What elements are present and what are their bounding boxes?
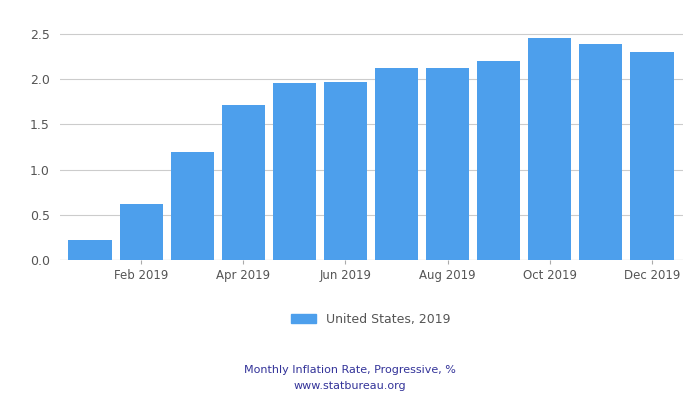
Bar <box>273 83 316 260</box>
Bar <box>579 44 622 260</box>
Legend: United States, 2019: United States, 2019 <box>286 308 456 331</box>
Bar <box>69 240 112 260</box>
Bar <box>426 68 469 260</box>
Bar <box>222 106 265 260</box>
Bar <box>477 61 520 260</box>
Bar <box>171 152 214 260</box>
Bar <box>630 52 673 260</box>
Text: Monthly Inflation Rate, Progressive, %
www.statbureau.org: Monthly Inflation Rate, Progressive, % w… <box>244 365 456 391</box>
Bar <box>324 82 368 260</box>
Bar <box>374 68 418 260</box>
Bar <box>120 204 163 260</box>
Bar <box>528 38 571 260</box>
